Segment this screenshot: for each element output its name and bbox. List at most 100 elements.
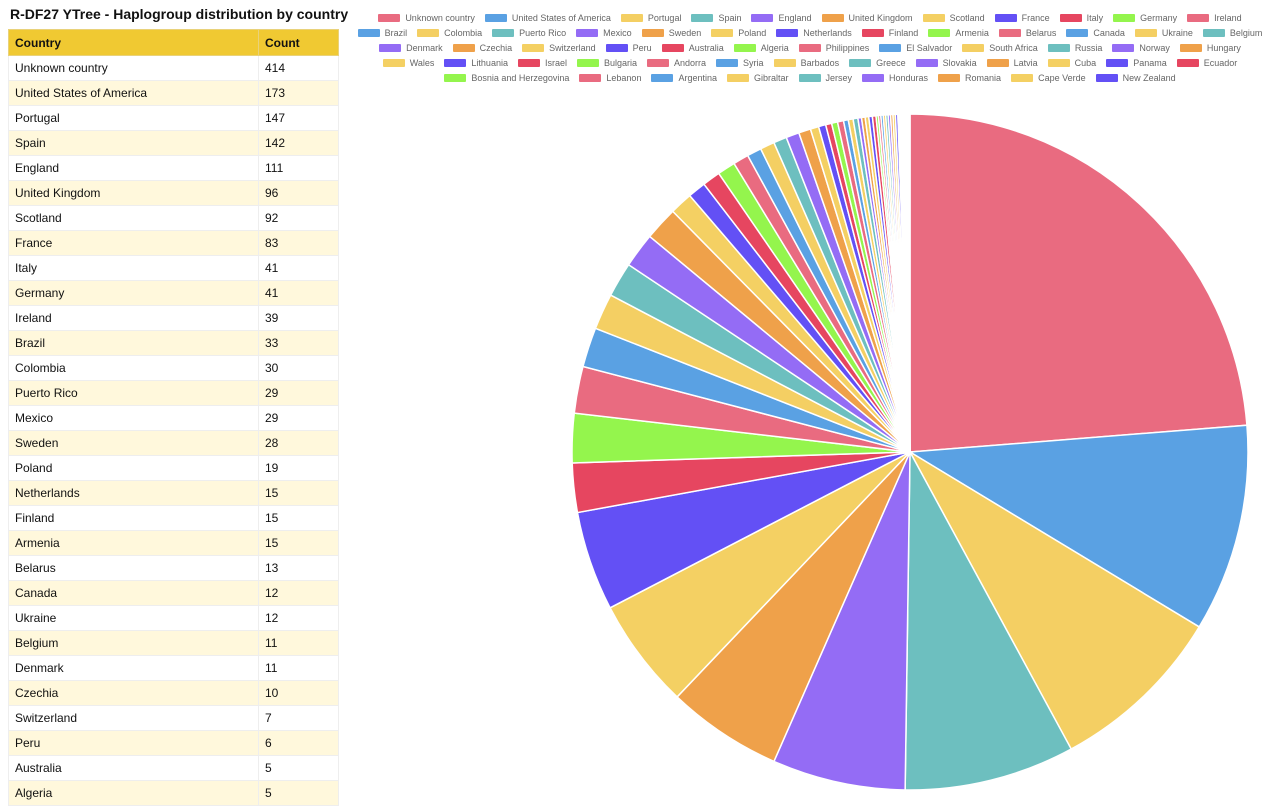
legend-item[interactable]: Greece bbox=[849, 55, 906, 70]
legend-label: Romania bbox=[965, 72, 1002, 83]
country-cell: Ireland bbox=[8, 305, 259, 331]
legend-item[interactable]: Sweden bbox=[641, 25, 701, 40]
legend-item[interactable]: Jersey bbox=[798, 70, 852, 85]
count-cell: 28 bbox=[258, 430, 339, 456]
legend-label: Cuba bbox=[1074, 57, 1097, 68]
legend-item[interactable]: Argentina bbox=[651, 70, 717, 85]
legend-item[interactable]: France bbox=[994, 10, 1050, 25]
legend-swatch bbox=[378, 13, 401, 22]
legend-label: France bbox=[1021, 12, 1050, 23]
legend-item[interactable]: Denmark bbox=[379, 40, 443, 55]
legend-item[interactable]: Ireland bbox=[1187, 10, 1242, 25]
legend-item[interactable]: Australia bbox=[661, 40, 724, 55]
table-row: France 83 bbox=[8, 230, 339, 256]
legend-item[interactable]: Unknown country bbox=[378, 10, 475, 25]
legend-item[interactable]: Spain bbox=[691, 10, 741, 25]
legend-item[interactable]: Andorra bbox=[647, 55, 706, 70]
legend-item[interactable]: Armenia bbox=[928, 25, 989, 40]
count-cell: 83 bbox=[258, 230, 339, 256]
legend-item[interactable]: Poland bbox=[711, 25, 766, 40]
legend-item[interactable]: Syria bbox=[716, 55, 764, 70]
legend-item[interactable]: Peru bbox=[605, 40, 652, 55]
legend-item[interactable]: Canada bbox=[1066, 25, 1125, 40]
legend-label: Cape Verde bbox=[1038, 72, 1086, 83]
legend-item[interactable]: Russia bbox=[1047, 40, 1102, 55]
legend-swatch bbox=[938, 73, 961, 82]
legend-item[interactable]: Cape Verde bbox=[1011, 70, 1086, 85]
legend-item[interactable]: Romania bbox=[938, 70, 1001, 85]
count-cell: 5 bbox=[258, 755, 339, 781]
legend-item[interactable]: Brazil bbox=[357, 25, 407, 40]
legend-label: Algeria bbox=[760, 42, 789, 53]
legend-item[interactable]: Ukraine bbox=[1134, 25, 1193, 40]
legend-item[interactable]: Belarus bbox=[998, 25, 1056, 40]
legend-swatch bbox=[620, 13, 643, 22]
legend-item[interactable]: Philippines bbox=[798, 40, 869, 55]
legend-item[interactable]: Germany bbox=[1113, 10, 1177, 25]
legend-item[interactable]: South Africa bbox=[962, 40, 1038, 55]
legend-item[interactable]: Wales bbox=[382, 55, 434, 70]
pie-slice-portugal[interactable] bbox=[908, 449, 1201, 751]
legend-swatch bbox=[691, 13, 714, 22]
legend-item[interactable]: Switzerland bbox=[522, 40, 596, 55]
legend-item[interactable]: Belgium bbox=[1202, 25, 1262, 40]
legend-label: Norway bbox=[1139, 42, 1170, 53]
legend-swatch bbox=[417, 28, 440, 37]
legend-item[interactable]: Panama bbox=[1106, 55, 1167, 70]
pie-slice-unknown-country[interactable] bbox=[909, 113, 1248, 453]
legend-swatch bbox=[711, 28, 734, 37]
legend-item[interactable]: Scotland bbox=[922, 10, 985, 25]
legend-swatch bbox=[484, 13, 507, 22]
legend-item[interactable]: Algeria bbox=[733, 40, 789, 55]
legend-swatch bbox=[517, 58, 540, 67]
legend-item[interactable]: Finland bbox=[861, 25, 918, 40]
legend-item[interactable]: Hungary bbox=[1179, 40, 1241, 55]
legend-label: Czechia bbox=[479, 42, 513, 53]
legend-item[interactable]: United States of America bbox=[484, 10, 611, 25]
legend-item[interactable]: Colombia bbox=[417, 25, 482, 40]
legend-item[interactable]: Honduras bbox=[862, 70, 928, 85]
legend-item[interactable]: United Kingdom bbox=[821, 10, 913, 25]
legend-label: Andorra bbox=[674, 57, 707, 68]
legend-item[interactable]: England bbox=[751, 10, 812, 25]
pie-slice-spain[interactable] bbox=[904, 449, 1073, 791]
legend-item[interactable]: Norway bbox=[1112, 40, 1170, 55]
legend-item[interactable]: Portugal bbox=[620, 10, 681, 25]
legend-item[interactable]: Barbados bbox=[773, 55, 839, 70]
legend-item[interactable]: Slovakia bbox=[915, 55, 977, 70]
table-body: Unknown country 414 United States of Ameri… bbox=[8, 55, 339, 806]
legend-item[interactable]: Netherlands bbox=[776, 25, 852, 40]
legend-item[interactable]: Ecuador bbox=[1176, 55, 1237, 70]
legend-item[interactable]: Bosnia and Herzegovina bbox=[444, 70, 569, 85]
country-cell: Australia bbox=[8, 755, 259, 781]
legend-item[interactable]: New Zealand bbox=[1095, 70, 1176, 85]
legend-label: Denmark bbox=[406, 42, 443, 53]
legend-item[interactable]: Lithuania bbox=[444, 55, 508, 70]
count-cell: 11 bbox=[258, 630, 339, 656]
legend-label: Australia bbox=[688, 42, 724, 53]
legend-item[interactable]: Latvia bbox=[986, 55, 1038, 70]
legend-item[interactable]: El Salvador bbox=[879, 40, 952, 55]
legend-item[interactable]: Bulgaria bbox=[576, 55, 637, 70]
legend-swatch bbox=[1011, 73, 1034, 82]
pie-slice-new-zealand[interactable] bbox=[908, 113, 911, 453]
country-cell: England bbox=[8, 155, 259, 181]
legend-item[interactable]: Mexico bbox=[576, 25, 632, 40]
table-row: Australia 5 bbox=[8, 755, 339, 781]
legend-item[interactable]: Italy bbox=[1059, 10, 1103, 25]
count-cell: 7 bbox=[258, 705, 339, 731]
legend-swatch bbox=[1066, 28, 1089, 37]
legend-item[interactable]: Puerto Rico bbox=[492, 25, 566, 40]
pie-slice-united-states-of-america[interactable] bbox=[907, 424, 1249, 628]
legend-item[interactable]: Czechia bbox=[452, 40, 513, 55]
legend-item[interactable]: Israel bbox=[517, 55, 567, 70]
pie-slice-england[interactable] bbox=[772, 451, 911, 791]
legend-item[interactable]: Lebanon bbox=[579, 70, 641, 85]
country-cell: United Kingdom bbox=[8, 180, 259, 206]
legend-item[interactable]: Gibraltar bbox=[726, 70, 789, 85]
count-cell: 11 bbox=[258, 655, 339, 681]
legend-item[interactable]: Cuba bbox=[1047, 55, 1097, 70]
legend-label: Bosnia and Herzegovina bbox=[471, 72, 570, 83]
legend-swatch bbox=[576, 28, 599, 37]
legend-label: England bbox=[778, 12, 812, 23]
